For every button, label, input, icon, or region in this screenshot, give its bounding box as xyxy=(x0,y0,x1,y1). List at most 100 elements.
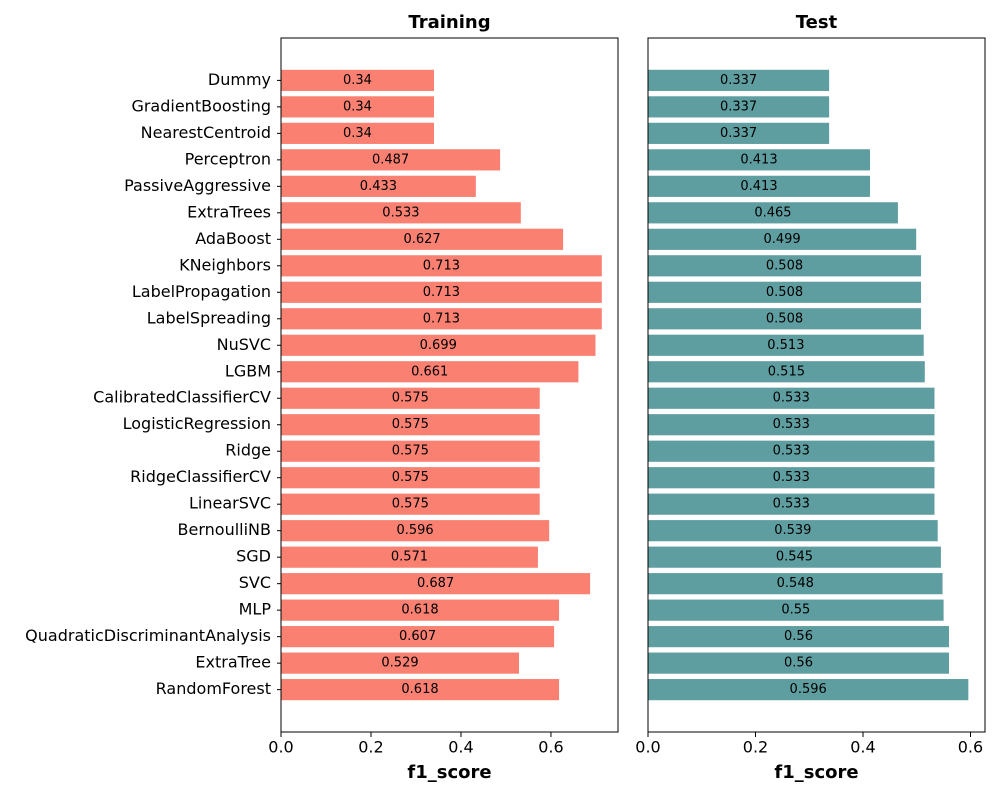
x-axis-label: f1_score xyxy=(774,762,858,783)
value-label: 0.575 xyxy=(392,470,429,485)
value-label: 0.56 xyxy=(784,629,813,644)
value-label: 0.508 xyxy=(766,285,803,300)
y-tick-label: MLP xyxy=(239,600,272,619)
bar xyxy=(281,175,476,197)
x-tick-label: 0.6 xyxy=(538,738,563,757)
value-label: 0.499 xyxy=(763,232,800,247)
value-label: 0.413 xyxy=(740,179,777,194)
bar xyxy=(648,361,925,383)
bar xyxy=(281,122,434,144)
panel-title: Training xyxy=(408,12,490,33)
value-label: 0.337 xyxy=(720,126,757,141)
value-label: 0.571 xyxy=(391,550,428,565)
y-tick-label: LabelPropagation xyxy=(132,282,271,301)
value-label: 0.34 xyxy=(343,126,372,141)
bar xyxy=(281,228,564,250)
bar xyxy=(281,626,555,648)
bar xyxy=(281,493,540,515)
y-tick-label: Ridge xyxy=(225,441,271,460)
value-label: 0.529 xyxy=(381,656,418,671)
value-label: 0.687 xyxy=(417,576,454,591)
bar xyxy=(648,175,870,197)
value-label: 0.533 xyxy=(773,444,810,459)
bar xyxy=(281,361,579,383)
value-label: 0.533 xyxy=(773,417,810,432)
bar xyxy=(648,281,922,303)
y-tick-label: Perceptron xyxy=(185,149,271,168)
value-label: 0.513 xyxy=(767,338,804,353)
bar xyxy=(648,387,935,409)
value-label: 0.661 xyxy=(411,364,448,379)
value-label: 0.539 xyxy=(774,523,811,538)
y-tick-label: SGD xyxy=(236,547,271,566)
value-label: 0.713 xyxy=(423,285,460,300)
value-label: 0.515 xyxy=(768,364,805,379)
bar xyxy=(281,69,434,91)
x-tick-label: 0.0 xyxy=(635,738,660,757)
bar xyxy=(281,387,540,409)
bar xyxy=(281,281,602,303)
bar xyxy=(648,440,935,462)
bar xyxy=(648,122,830,144)
bar xyxy=(648,546,941,568)
value-label: 0.618 xyxy=(401,682,438,697)
y-tick-label: LinearSVC xyxy=(189,494,271,513)
bar xyxy=(648,202,898,224)
y-tick-label: NuSVC xyxy=(217,335,271,354)
y-tick-label: BernoulliNB xyxy=(178,520,271,539)
bar xyxy=(648,308,922,330)
y-tick-label: GradientBoosting xyxy=(131,96,271,115)
value-label: 0.618 xyxy=(401,603,438,618)
value-label: 0.56 xyxy=(784,656,813,671)
y-tick-label: KNeighbors xyxy=(179,255,271,274)
bar xyxy=(648,228,917,250)
value-label: 0.465 xyxy=(754,205,791,220)
bar xyxy=(281,546,538,568)
y-tick-label: RandomForest xyxy=(156,679,271,698)
value-label: 0.34 xyxy=(343,99,372,114)
bar xyxy=(648,599,944,621)
x-tick-label: 0.0 xyxy=(268,738,293,757)
bar xyxy=(648,334,924,356)
y-tick-label: ExtraTree xyxy=(195,653,271,672)
value-label: 0.337 xyxy=(720,73,757,88)
bar xyxy=(281,149,501,171)
value-label: 0.713 xyxy=(423,258,460,273)
x-tick-label: 0.6 xyxy=(958,738,983,757)
bar xyxy=(648,679,969,701)
bar xyxy=(648,96,830,118)
value-label: 0.575 xyxy=(392,497,429,512)
bar xyxy=(648,493,935,515)
y-tick-label: ExtraTrees xyxy=(187,202,271,221)
value-label: 0.533 xyxy=(773,391,810,406)
bar xyxy=(281,652,520,674)
value-label: 0.713 xyxy=(423,311,460,326)
y-tick-label: SVC xyxy=(239,573,271,592)
bar xyxy=(281,679,560,701)
y-tick-label: CalibratedClassifierCV xyxy=(93,388,271,407)
value-label: 0.433 xyxy=(360,179,397,194)
bar xyxy=(648,69,830,91)
value-label: 0.575 xyxy=(392,417,429,432)
value-label: 0.545 xyxy=(776,550,813,565)
bar xyxy=(281,255,602,277)
plot-frame xyxy=(647,37,986,733)
y-tick-label: LGBM xyxy=(225,361,271,380)
bar xyxy=(281,414,540,436)
bar xyxy=(281,96,434,118)
plot-frame xyxy=(280,37,619,733)
bar xyxy=(648,573,943,595)
bar xyxy=(281,467,540,489)
bar xyxy=(648,149,870,171)
bar xyxy=(281,573,591,595)
value-label: 0.337 xyxy=(720,99,757,114)
y-tick-label: QuadraticDiscriminantAnalysis xyxy=(25,626,271,645)
x-tick-label: 0.4 xyxy=(850,738,875,757)
value-label: 0.533 xyxy=(382,205,419,220)
value-label: 0.596 xyxy=(790,682,827,697)
value-label: 0.413 xyxy=(740,152,777,167)
y-tick-label: LabelSpreading xyxy=(147,308,271,327)
bar xyxy=(648,255,922,277)
panel-title: Test xyxy=(796,12,838,33)
